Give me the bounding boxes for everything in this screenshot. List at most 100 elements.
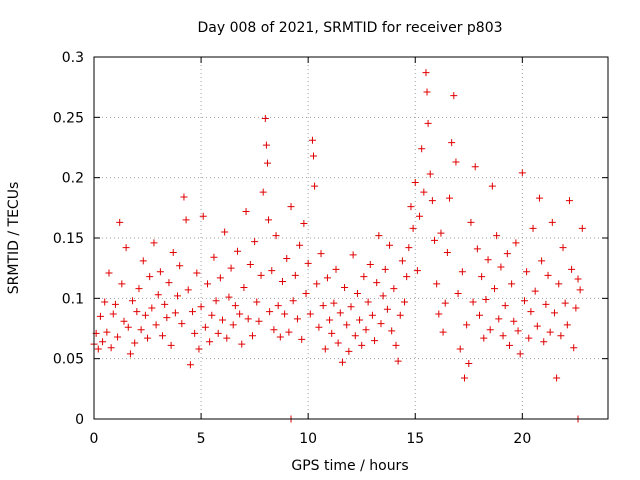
data-point — [561, 299, 569, 307]
data-point — [508, 280, 516, 288]
data-point — [120, 317, 128, 325]
data-point — [126, 350, 134, 358]
data-point — [259, 188, 267, 196]
data-point — [471, 163, 479, 171]
data-point — [129, 297, 137, 305]
data-point — [405, 244, 413, 252]
data-point — [446, 194, 454, 202]
data-point — [159, 332, 167, 340]
data-point — [420, 188, 428, 196]
data-point — [527, 308, 535, 316]
data-point — [375, 232, 383, 240]
data-point — [105, 269, 113, 277]
data-point — [458, 268, 466, 276]
data-point — [480, 334, 488, 342]
data-point — [373, 279, 381, 287]
data-point — [362, 326, 370, 334]
data-point — [478, 273, 486, 281]
data-point — [456, 345, 464, 353]
data-point — [497, 263, 505, 271]
data-point — [315, 323, 323, 331]
data-point — [274, 302, 282, 310]
data-point — [242, 207, 250, 215]
data-point — [559, 244, 567, 252]
data-point — [210, 253, 218, 261]
data-point — [418, 145, 426, 153]
data-point — [156, 268, 164, 276]
data-point — [353, 290, 361, 298]
data-point — [555, 280, 563, 288]
data-point — [107, 344, 115, 352]
data-point — [261, 115, 269, 123]
x-tick-label: 20 — [513, 431, 531, 447]
data-point — [529, 224, 537, 232]
data-point — [111, 300, 119, 308]
data-point — [122, 244, 130, 252]
y-tick-label: 0.2 — [62, 171, 84, 187]
data-point — [233, 247, 241, 255]
data-point — [263, 159, 271, 167]
x-tick-labels: 0 5 10 15 20 — [90, 431, 532, 447]
data-point — [176, 262, 184, 270]
data-point — [137, 326, 145, 334]
data-point — [371, 337, 379, 345]
data-point — [499, 332, 507, 340]
data-point — [180, 193, 188, 201]
data-point — [493, 232, 501, 240]
data-point — [96, 312, 104, 320]
data-point — [236, 310, 244, 318]
data-point — [253, 298, 261, 306]
y-tick-labels: 0 0.05 0.1 0.15 0.2 0.25 0.3 — [53, 50, 84, 428]
data-point — [268, 267, 276, 275]
data-point — [212, 297, 220, 305]
data-point — [341, 283, 349, 291]
data-point — [219, 316, 226, 324]
data-point — [323, 274, 331, 282]
data-point — [283, 255, 291, 263]
data-point — [118, 280, 126, 288]
data-point — [310, 152, 318, 160]
data-point — [542, 300, 550, 308]
data-point — [135, 285, 143, 293]
data-point — [516, 350, 524, 358]
data-point — [568, 265, 576, 273]
data-point — [124, 323, 132, 331]
data-point — [334, 339, 342, 347]
data-point — [386, 241, 394, 249]
data-point — [163, 314, 171, 322]
data-point — [428, 197, 436, 205]
data-point — [454, 290, 462, 298]
data-point — [231, 302, 239, 310]
data-point — [540, 338, 548, 346]
data-point — [276, 333, 284, 341]
data-point — [223, 334, 231, 342]
data-point — [469, 298, 477, 306]
data-point — [109, 310, 117, 318]
data-point — [182, 216, 190, 224]
data-point — [317, 250, 325, 258]
data-point — [423, 88, 431, 96]
data-point — [364, 298, 372, 306]
data-point — [533, 322, 541, 330]
data-point — [520, 297, 528, 305]
data-point — [186, 361, 194, 369]
data-point — [246, 261, 254, 269]
data-point — [238, 340, 246, 348]
data-point — [289, 297, 297, 305]
data-point — [360, 273, 368, 281]
data-point — [146, 273, 154, 281]
y-axis-label: SRMTID / TECUs — [6, 182, 22, 295]
data-point — [439, 328, 447, 336]
data-point — [570, 344, 578, 352]
data-point — [287, 203, 295, 211]
data-point — [416, 212, 424, 220]
data-point — [495, 315, 503, 323]
data-point — [204, 280, 212, 288]
data-point — [550, 309, 558, 317]
data-point — [403, 273, 411, 281]
data-point — [101, 298, 109, 306]
data-point — [293, 315, 301, 323]
data-point — [501, 302, 509, 310]
data-point — [431, 236, 439, 244]
data-point — [154, 291, 162, 299]
